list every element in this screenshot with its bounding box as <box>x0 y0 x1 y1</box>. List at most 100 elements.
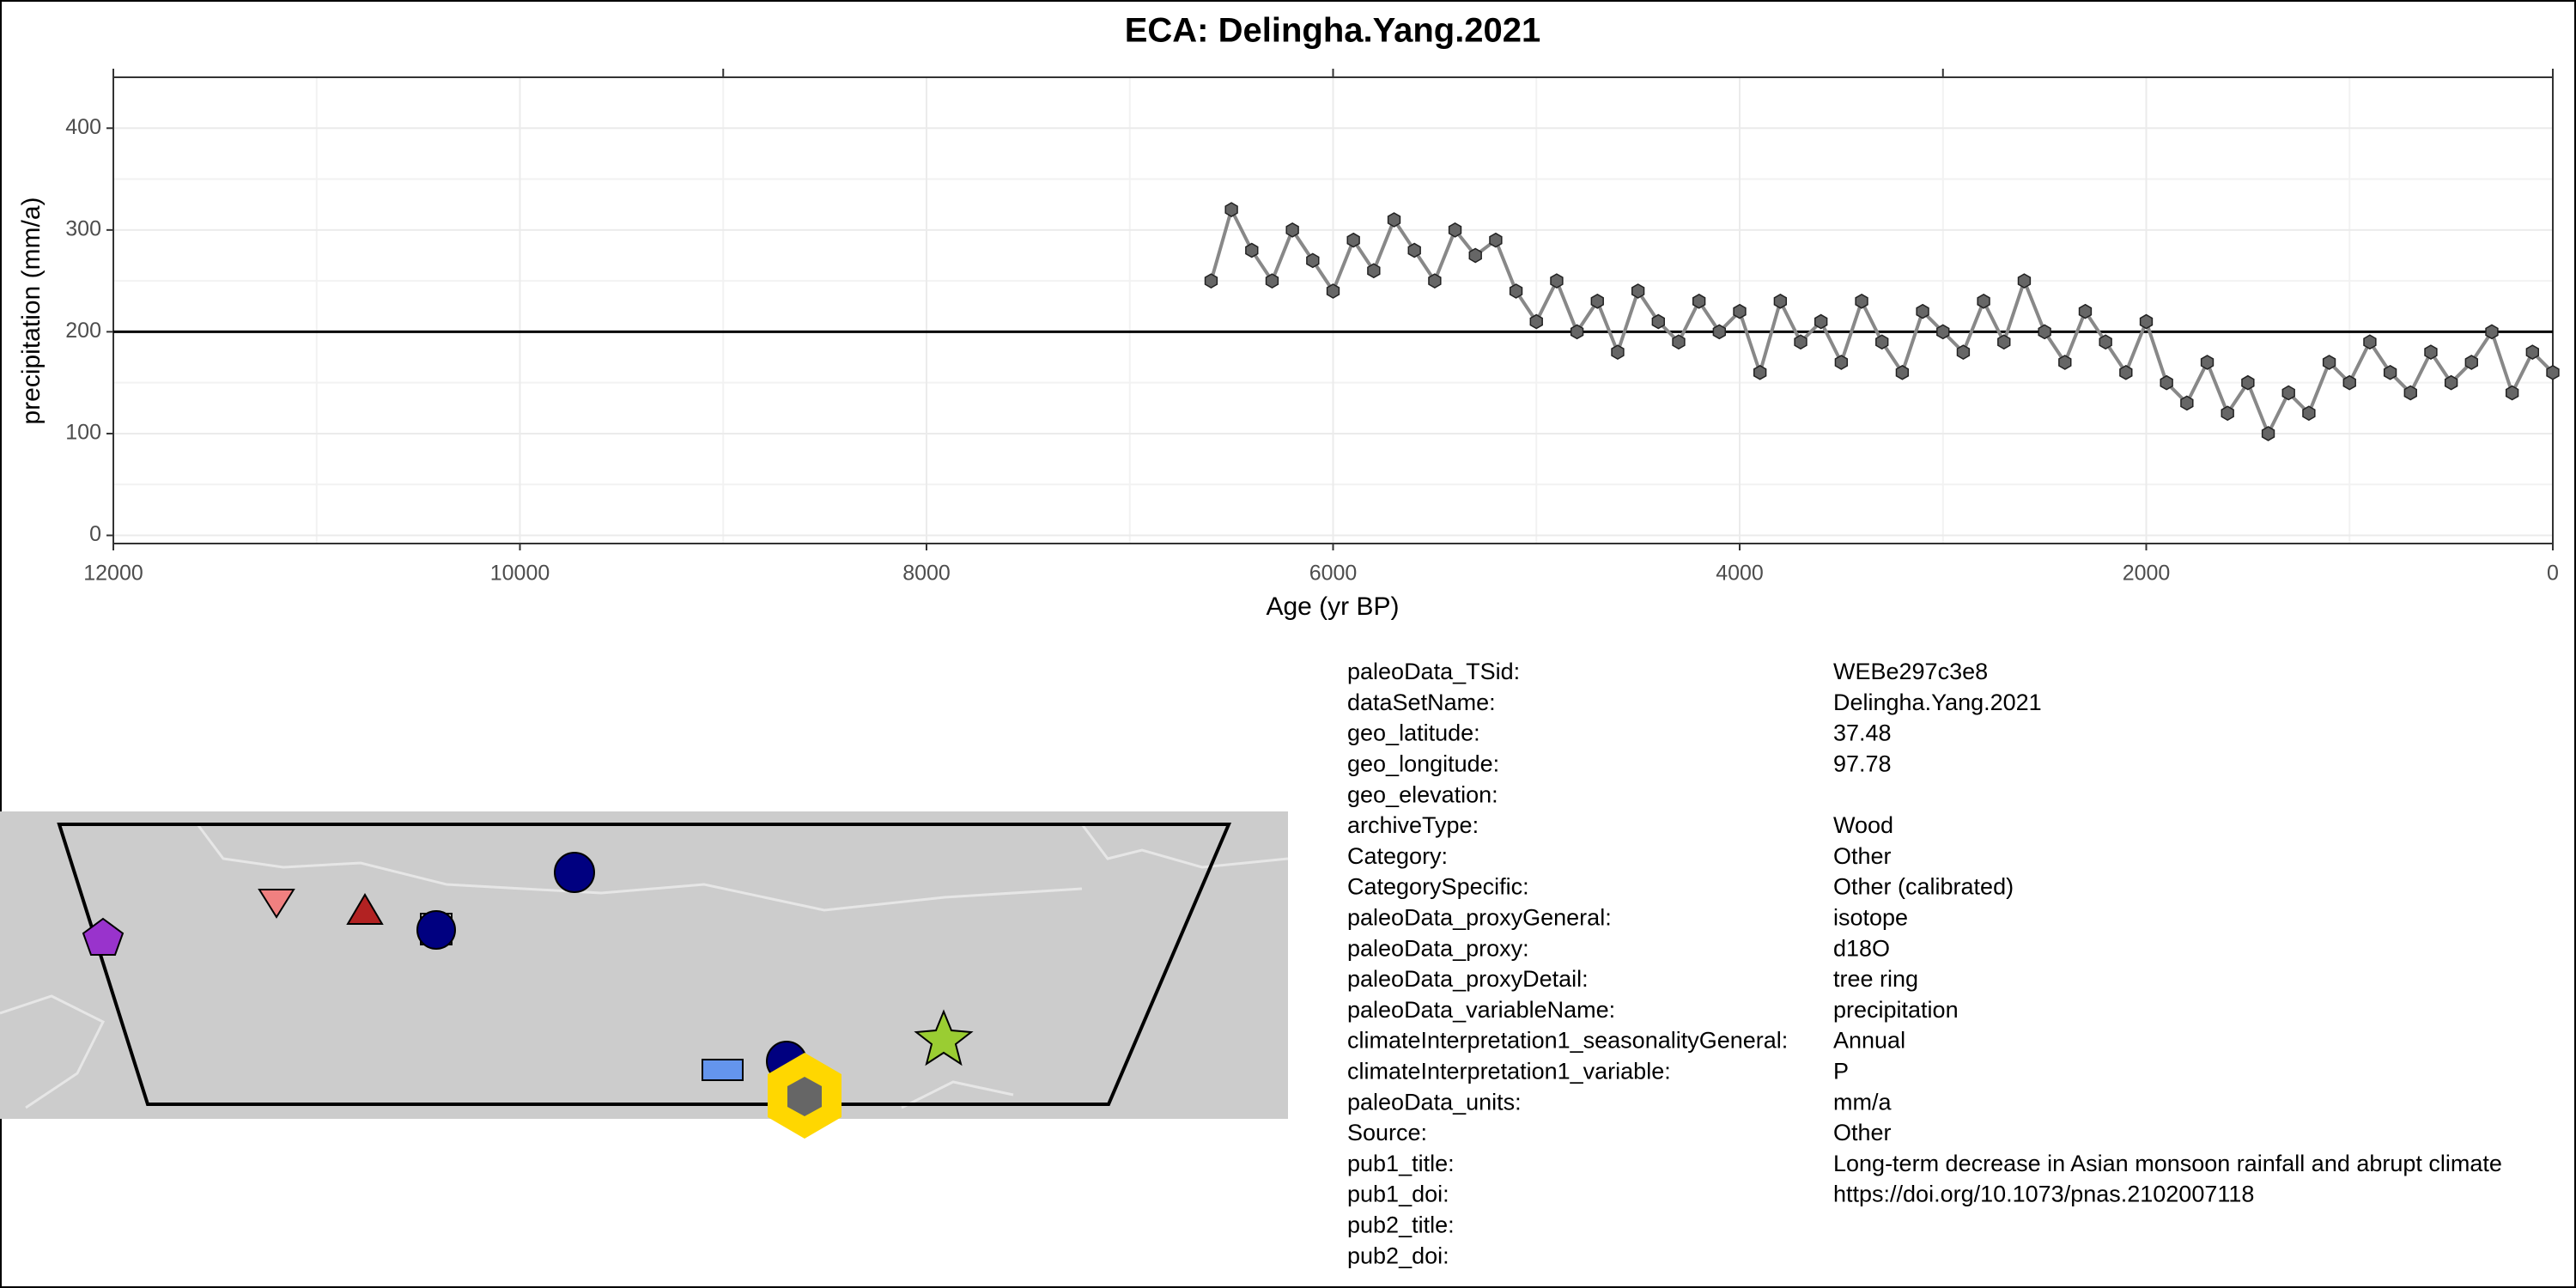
data-point <box>2200 355 2215 370</box>
data-point <box>1855 293 1868 309</box>
data-point <box>1956 344 1971 360</box>
data-point <box>2099 334 2112 350</box>
metadata-value: Long-term decrease in Asian monsoon rain… <box>1833 1151 2502 1176</box>
metadata-value: Delingha.Yang.2021 <box>1833 690 2042 715</box>
metadata-key: pub2_doi: <box>1347 1242 1449 1268</box>
site-marker <box>416 910 456 950</box>
x-tick-label: 4000 <box>1716 562 1764 586</box>
metadata-key: geo_longitude: <box>1347 751 1499 777</box>
metadata-value: tree ring <box>1833 966 1918 992</box>
y-tick-label: 300 <box>65 216 101 240</box>
metadata-value: 37.48 <box>1833 720 1892 746</box>
x-tick-label: 2000 <box>2123 562 2171 586</box>
data-point <box>2424 344 2438 360</box>
map-extent <box>57 823 1232 1106</box>
data-point <box>1428 273 1442 289</box>
data-point <box>2525 344 2540 360</box>
x-tick-label: 6000 <box>1309 562 1358 586</box>
metadata-value: mm/a <box>1833 1089 1892 1115</box>
data-point <box>1814 313 1828 330</box>
metadata-value: Other <box>1833 1120 1892 1145</box>
metadata-value: d18O <box>1833 935 1890 961</box>
data-point <box>1997 334 2011 350</box>
data-point <box>2464 355 2478 370</box>
chart-title: ECA: Delingha.Yang.2021 <box>1125 12 1541 50</box>
metadata-key: geo_elevation: <box>1347 781 1498 807</box>
data-point <box>1407 242 1421 258</box>
data-point <box>2444 374 2458 391</box>
plot: 12000 10000 8000 6000 4000 2000 0 0 100 200 300 400 <box>65 69 2560 586</box>
data-point <box>1570 324 1584 340</box>
data-point <box>1346 232 1360 248</box>
data-point <box>2221 405 2234 422</box>
metadata-value: precipitation <box>1833 997 1959 1023</box>
data-point <box>2058 355 2072 370</box>
data-point <box>1753 364 1767 380</box>
metadata-key: archiveType: <box>1347 812 1479 838</box>
data-point <box>1550 273 1564 289</box>
data-point <box>1733 303 1747 319</box>
data-point <box>2281 385 2295 401</box>
data-point <box>1387 212 1401 228</box>
metadata-key: paleoData_variableName: <box>1347 997 1615 1023</box>
metadata-value: https://doi.org/10.1073/pnas.2102007118 <box>1833 1182 2254 1207</box>
data-point <box>1509 283 1523 299</box>
metadata-key: climateInterpretation1_seasonalityGenera… <box>1347 1028 1788 1054</box>
metadata-key: dataSetName: <box>1347 690 1496 715</box>
data-point <box>2302 405 2316 422</box>
data-point <box>1712 324 1727 340</box>
metadata-key: geo_latitude: <box>1347 720 1480 746</box>
metadata-key: paleoData_TSid: <box>1347 659 1520 684</box>
data-point <box>1977 293 1990 309</box>
metadata-value: isotope <box>1833 905 1908 931</box>
map-background <box>0 811 1288 1119</box>
x-tick-label: 10000 <box>490 562 550 586</box>
data-point <box>1245 242 1259 258</box>
metadata-value: Annual <box>1833 1028 1905 1054</box>
data-point <box>2119 364 2133 380</box>
metadata-key: pub1_title: <box>1347 1151 1455 1176</box>
data-point <box>1651 313 1665 330</box>
metadata-key: Category: <box>1347 843 1448 869</box>
data-point <box>1285 222 1299 238</box>
metadata-key: paleoData_units: <box>1347 1089 1522 1115</box>
data-point <box>1611 344 1625 360</box>
metadata-key: Source: <box>1347 1120 1427 1145</box>
site-marker <box>554 852 595 893</box>
data-point <box>2342 374 2356 391</box>
data-point <box>2322 355 2336 370</box>
metadata-value: 97.78 <box>1833 751 1892 777</box>
x-tick-label: 8000 <box>902 562 951 586</box>
data-point <box>1204 273 1218 289</box>
site-marker <box>346 893 384 925</box>
data-point <box>2261 426 2275 441</box>
x-tick-label: 0 <box>2547 562 2559 586</box>
data-point <box>1326 283 1340 299</box>
metadata-value: Wood <box>1833 812 1893 838</box>
data-point <box>1936 324 1950 340</box>
map <box>0 811 1289 1139</box>
data-point <box>1265 273 1279 289</box>
data-point <box>1773 293 1788 309</box>
y-tick-label: 400 <box>65 115 101 139</box>
data-point <box>1448 222 1462 238</box>
metadata-key: pub2_title: <box>1347 1212 1455 1238</box>
data-point <box>1529 313 1543 330</box>
data-point <box>1631 283 1645 299</box>
data-point <box>2403 385 2417 401</box>
data-point <box>2363 334 2377 350</box>
y-tick-label: 100 <box>65 421 101 445</box>
map-borders <box>0 823 1289 1109</box>
data-point <box>2485 324 2499 340</box>
data-point <box>1367 263 1381 279</box>
data-point <box>1916 303 1929 319</box>
y-tick-label: 200 <box>65 319 101 343</box>
selected-site-marker <box>787 1077 822 1116</box>
plot-border <box>112 76 2554 544</box>
data-point <box>1224 202 1238 217</box>
metadata-table: paleoData_TSid: WEBe297c3e8 dataSetName: De… <box>1347 659 2502 1268</box>
data-point <box>1672 334 1686 350</box>
data-point <box>2383 364 2397 380</box>
data-point <box>2017 273 2032 289</box>
